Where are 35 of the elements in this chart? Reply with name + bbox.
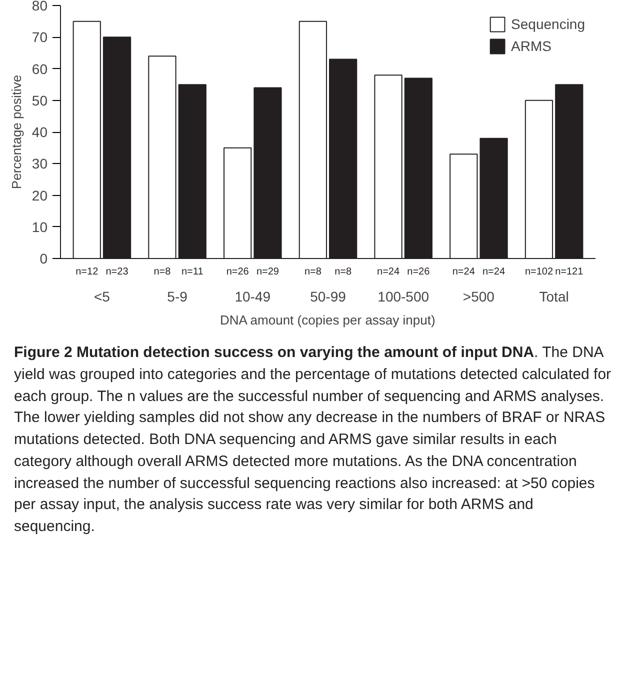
y-tick-label: 20 (32, 187, 48, 204)
x-tick-label: Total (539, 288, 569, 304)
text: n=26 (226, 266, 250, 278)
y-tick-label: 50 (32, 92, 48, 108)
y-tick-label: 40 (32, 124, 48, 140)
text: n=26 (407, 266, 430, 278)
x-tick-label: 100-500 (378, 288, 430, 304)
x-tick-label: 10-49 (234, 288, 271, 304)
y-tick-label: 80 (32, 0, 48, 14)
y-tick-label: 70 (32, 29, 48, 46)
text: n=121 (555, 266, 584, 278)
x-tick-label: <5 (94, 288, 110, 304)
x-tick-label: 50-99 (310, 288, 346, 304)
x-axis-title: DNA amount (copies per assay input) (220, 312, 436, 328)
text: n=11 (181, 266, 204, 278)
text: n=24 (452, 266, 476, 278)
y-tick-label: 0 (40, 250, 48, 266)
y-tick-label: 30 (32, 156, 48, 172)
legend-label: Sequencing (511, 16, 585, 32)
x-tick-label: >500 (462, 288, 495, 304)
text: n=8 (304, 266, 322, 278)
y-axis-title: Percentage positive (8, 74, 24, 190)
text: n=102 (524, 266, 554, 278)
y-tick-label: 60 (32, 60, 48, 77)
text: Figure 2 Mutation detection success on varying the amount of input DNA (14, 344, 534, 361)
text: n=24 (377, 266, 400, 278)
text: n=12 (76, 266, 99, 278)
text: n=23 (106, 266, 129, 278)
text: n=29 (256, 266, 280, 278)
text: n=8 (334, 266, 352, 278)
y-tick-label: 10 (32, 218, 48, 235)
text: n=24 (482, 266, 506, 278)
legend-label: ARMS (511, 38, 552, 54)
x-tick-label: 5-9 (167, 288, 188, 304)
text: n=8 (154, 266, 172, 278)
